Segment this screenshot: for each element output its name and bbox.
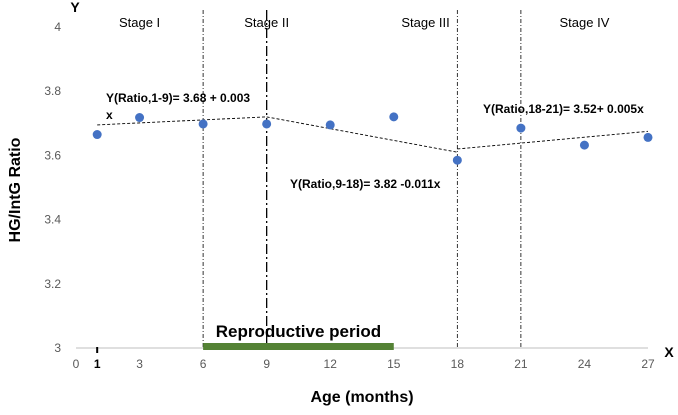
x-tick-label: 24: [578, 357, 592, 371]
data-point: [325, 120, 335, 130]
marked-x-label: 1: [94, 357, 101, 371]
reproductive-period-bar: [203, 343, 394, 350]
x-tick-label: 18: [451, 357, 465, 371]
equation-label: Y(Ratio,1-9)= 3.68 + 0.003: [106, 91, 250, 105]
data-point: [643, 132, 653, 142]
x-axis-title: Age (months): [310, 389, 413, 406]
x-tick-label: 6: [200, 357, 207, 371]
stage-label: Stage IV: [560, 15, 610, 30]
x-tick-label: 12: [324, 357, 338, 371]
y-tick-label: 3.4: [44, 213, 61, 227]
trend-line: [457, 130, 649, 150]
trend-lines: [97, 116, 649, 153]
axes: [76, 343, 648, 353]
x-tick-label: 0: [73, 357, 80, 371]
trend-line: [266, 116, 458, 153]
annotations: Stage I Stage II Stage III Stage IV Reproduc…: [7, 0, 674, 406]
x-tick-label: 3: [136, 357, 143, 371]
stage-label: Stage I: [119, 15, 160, 30]
equation-label: Y(Ratio,9-18)= 3.82 -0.011x: [290, 177, 441, 191]
stage-label: Stage II: [244, 15, 289, 30]
data-point: [135, 113, 145, 123]
trend-line: [97, 116, 267, 126]
data-point: [452, 155, 462, 165]
y-axis-letter: Y: [70, 0, 80, 15]
y-tick-label: 3.6: [44, 148, 61, 162]
data-point: [262, 119, 272, 129]
stage-boundaries: [202, 10, 522, 348]
y-tick-label: 3.2: [44, 277, 61, 291]
x-axis-letter: X: [664, 344, 674, 360]
x-tick-label: 27: [641, 357, 655, 371]
y-axis-title: HG/IntG Ratio: [7, 137, 24, 242]
x-tick-label: 9: [263, 357, 270, 371]
data-point: [579, 140, 589, 150]
equation-label: Y(Ratio,18-21)= 3.52+ 0.005x: [483, 102, 644, 116]
data-point: [198, 119, 208, 129]
stage-label: Stage III: [401, 15, 449, 30]
data-points: [92, 112, 653, 165]
reproductive-period-label: Reproductive period: [216, 322, 381, 341]
y-tick-label: 4: [54, 20, 61, 34]
x-tick-label: 15: [387, 357, 401, 371]
x-tick-label: 21: [514, 357, 528, 371]
data-point: [92, 130, 102, 140]
y-tick-label: 3.8: [44, 84, 61, 98]
equation-label-continuation: x: [106, 108, 113, 122]
data-point: [389, 112, 399, 122]
data-point: [516, 123, 526, 133]
y-tick-label: 3: [54, 341, 61, 355]
